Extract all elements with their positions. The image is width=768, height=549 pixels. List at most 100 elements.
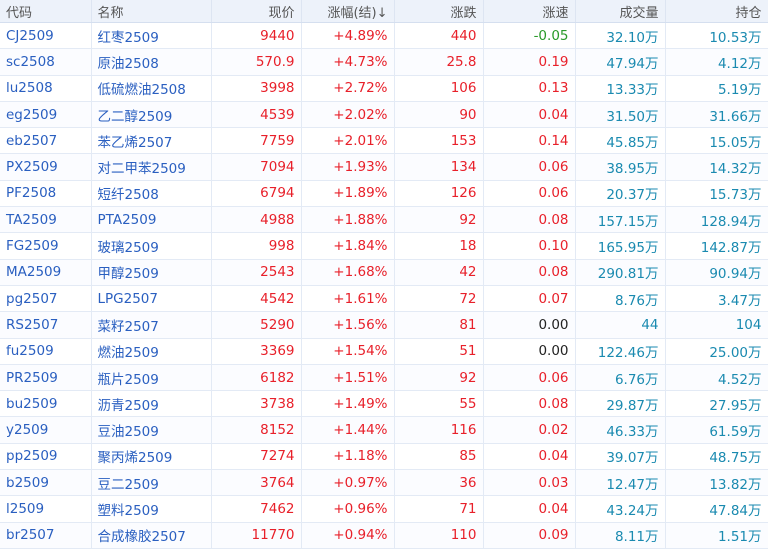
table-row[interactable]: b2509 豆二2509 3764 +0.97% 36 0.03 12.47万 13.82万 <box>0 469 768 497</box>
cell-change: 153 <box>394 127 484 155</box>
table-row[interactable]: PX2509 对二甲苯2509 7094 +1.93% 134 0.06 38.95万 14.… <box>0 153 768 181</box>
table-row[interactable]: pg2507 LPG2507 4542 +1.61% 72 0.07 8.76万 3.47万 <box>0 285 768 313</box>
cell-price: 4988 <box>211 206 302 234</box>
table-row[interactable]: eg2509 乙二醇2509 4539 +2.02% 90 0.04 31.50万 31.66… <box>0 101 768 129</box>
table-row[interactable]: TA2509 PTA2509 4988 +1.88% 92 0.08 157.15万 128.… <box>0 206 768 234</box>
column-header-price[interactable]: 现价 <box>211 0 302 23</box>
cell-volume: 8.11万 <box>575 522 666 549</box>
cell-price: 4542 <box>211 285 302 313</box>
cell-price: 3369 <box>211 338 302 365</box>
cell-price: 570.9 <box>211 48 302 76</box>
cell-change: 116 <box>394 416 484 444</box>
cell-name: PTA2509 <box>91 206 212 234</box>
cell-speed: 0.08 <box>483 390 576 418</box>
cell-open-interest: 15.05万 <box>665 127 768 155</box>
table-row[interactable]: pp2509 聚丙烯2509 7274 +1.18% 85 0.04 39.07万 48.75… <box>0 443 768 471</box>
cell-code: MA2509 <box>0 259 92 286</box>
cell-change: 440 <box>394 22 484 50</box>
cell-code: l2509 <box>0 495 92 523</box>
cell-change: 72 <box>394 285 484 313</box>
cell-speed: 0.04 <box>483 495 576 523</box>
cell-code: br2507 <box>0 522 92 549</box>
cell-code: PX2509 <box>0 153 92 181</box>
cell-volume: 32.10万 <box>575 22 666 50</box>
cell-volume: 13.33万 <box>575 75 666 102</box>
cell-code: RS2507 <box>0 311 92 339</box>
cell-name: 甲醇2509 <box>91 259 212 286</box>
cell-change-pct: +2.72% <box>301 75 395 102</box>
table-row[interactable]: y2509 豆油2509 8152 +1.44% 116 0.02 46.33万 61.59万 <box>0 416 768 444</box>
table-row[interactable]: l2509 塑料2509 7462 +0.96% 71 0.04 43.24万 47.84万 <box>0 495 768 523</box>
table-row[interactable]: RS2507 菜籽2507 5290 +1.56% 81 0.00 44 104 <box>0 311 768 339</box>
cell-price: 4539 <box>211 101 302 129</box>
cell-speed: 0.04 <box>483 443 576 471</box>
cell-name: 乙二醇2509 <box>91 101 212 129</box>
cell-volume: 12.47万 <box>575 469 666 497</box>
column-header-speed[interactable]: 涨速 <box>483 0 576 23</box>
table-row[interactable]: CJ2509 红枣2509 9440 +4.89% 440 -0.05 32.10万 10.5… <box>0 22 768 50</box>
cell-speed: 0.06 <box>483 364 576 392</box>
cell-change: 134 <box>394 153 484 181</box>
column-header-code[interactable]: 代码 <box>0 0 92 23</box>
header-row: 代码 名称 现价 涨幅(结)↓ 涨跌 涨速 成交量 持仓 <box>0 0 768 23</box>
table-row[interactable]: PF2508 短纤2508 6794 +1.89% 126 0.06 20.37万 15.73… <box>0 180 768 208</box>
cell-change: 42 <box>394 259 484 286</box>
cell-speed: 0.14 <box>483 127 576 155</box>
cell-name: 塑料2509 <box>91 495 212 523</box>
cell-open-interest: 47.84万 <box>665 495 768 523</box>
cell-name: 短纤2508 <box>91 180 212 208</box>
cell-volume: 8.76万 <box>575 285 666 313</box>
column-header-open-interest[interactable]: 持仓 <box>665 0 768 23</box>
cell-change-pct: +1.18% <box>301 443 395 471</box>
cell-change: 81 <box>394 311 484 339</box>
table-row[interactable]: lu2508 低硫燃油2508 3998 +2.72% 106 0.13 13.33万 5.1… <box>0 75 768 102</box>
cell-volume: 157.15万 <box>575 206 666 234</box>
cell-change-pct: +1.93% <box>301 153 395 181</box>
cell-open-interest: 104 <box>665 311 768 339</box>
cell-change: 110 <box>394 522 484 549</box>
table-row[interactable]: fu2509 燃油2509 3369 +1.54% 51 0.00 122.46万 25.00… <box>0 338 768 365</box>
cell-change-pct: +1.89% <box>301 180 395 208</box>
cell-change-pct: +4.89% <box>301 22 395 50</box>
table-row[interactable]: eb2507 苯乙烯2507 7759 +2.01% 153 0.14 45.85万 15.0… <box>0 127 768 155</box>
cell-volume: 45.85万 <box>575 127 666 155</box>
cell-code: CJ2509 <box>0 22 92 50</box>
column-header-volume[interactable]: 成交量 <box>575 0 666 23</box>
cell-price: 7094 <box>211 153 302 181</box>
cell-name: 瓶片2509 <box>91 364 212 392</box>
table-row[interactable]: MA2509 甲醇2509 2543 +1.68% 42 0.08 290.81万 90.94… <box>0 259 768 286</box>
column-header-change[interactable]: 涨跌 <box>394 0 484 23</box>
cell-name: 对二甲苯2509 <box>91 153 212 181</box>
cell-change: 90 <box>394 101 484 129</box>
cell-change-pct: +1.61% <box>301 285 395 313</box>
table-row[interactable]: FG2509 玻璃2509 998 +1.84% 18 0.10 165.95万 142.87… <box>0 232 768 260</box>
cell-speed: 0.00 <box>483 311 576 339</box>
cell-speed: 0.07 <box>483 285 576 313</box>
column-header-name[interactable]: 名称 <box>91 0 212 23</box>
cell-open-interest: 90.94万 <box>665 259 768 286</box>
cell-change: 92 <box>394 364 484 392</box>
cell-open-interest: 61.59万 <box>665 416 768 444</box>
cell-name: 红枣2509 <box>91 22 212 50</box>
cell-name: 原油2508 <box>91 48 212 76</box>
cell-open-interest: 4.52万 <box>665 364 768 392</box>
table-row[interactable]: PR2509 瓶片2509 6182 +1.51% 92 0.06 6.76万 4.52万 <box>0 364 768 392</box>
cell-code: y2509 <box>0 416 92 444</box>
cell-change: 92 <box>394 206 484 234</box>
cell-change-pct: +0.94% <box>301 522 395 549</box>
cell-price: 998 <box>211 232 302 260</box>
cell-code: b2509 <box>0 469 92 497</box>
table-row[interactable]: sc2508 原油2508 570.9 +4.73% 25.8 0.19 47.94万 4.1… <box>0 48 768 76</box>
column-header-change-pct[interactable]: 涨幅(结)↓ <box>301 0 395 23</box>
table-row[interactable]: bu2509 沥青2509 3738 +1.49% 55 0.08 29.87万 27.95万 <box>0 390 768 418</box>
cell-code: FG2509 <box>0 232 92 260</box>
cell-volume: 165.95万 <box>575 232 666 260</box>
table-row[interactable]: br2507 合成橡胶2507 11770 +0.94% 110 0.09 8.11万 1.5… <box>0 522 768 549</box>
cell-speed: 0.02 <box>483 416 576 444</box>
cell-volume: 122.46万 <box>575 338 666 365</box>
cell-change-pct: +1.88% <box>301 206 395 234</box>
cell-change-pct: +0.97% <box>301 469 395 497</box>
cell-code: sc2508 <box>0 48 92 76</box>
cell-speed: 0.06 <box>483 153 576 181</box>
cell-code: pg2507 <box>0 285 92 313</box>
